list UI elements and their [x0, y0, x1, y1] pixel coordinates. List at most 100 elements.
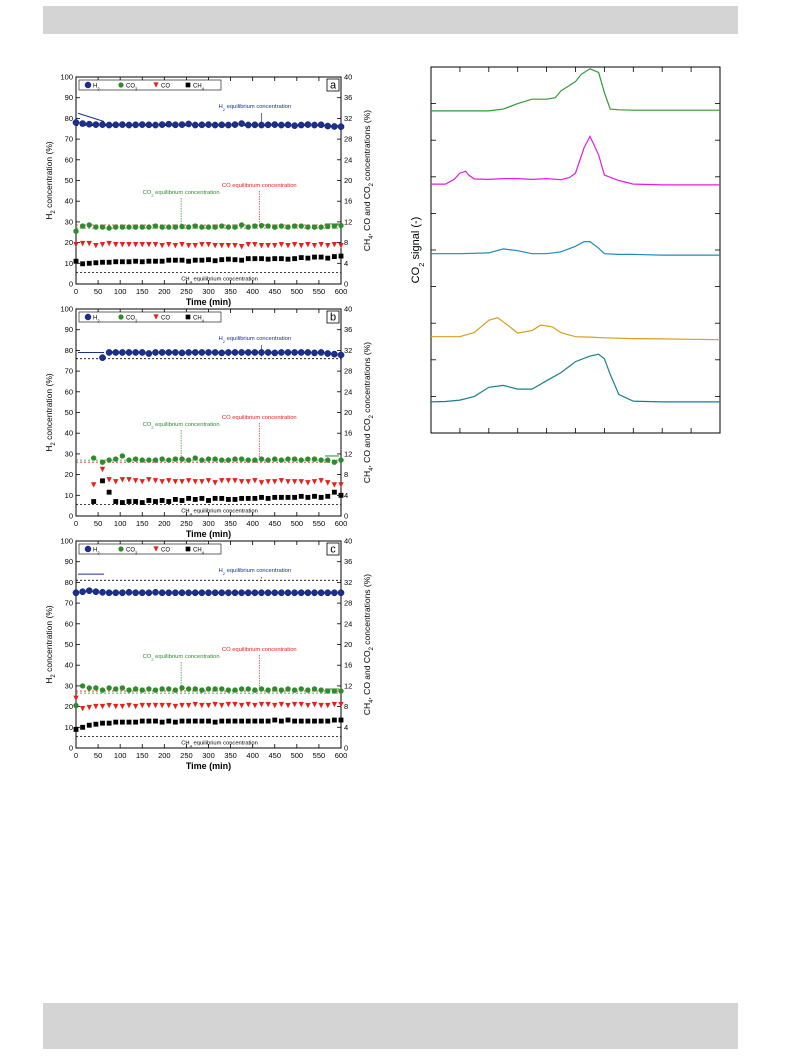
- legend-label-co2-part: CO: [126, 548, 135, 554]
- data-point-co: [219, 243, 225, 249]
- x-tick-label: 100: [114, 751, 127, 760]
- data-point-ch4: [192, 497, 198, 502]
- data-point-co: [159, 479, 165, 485]
- x-tick-label: 50: [94, 751, 102, 760]
- data-point-co: [252, 241, 258, 248]
- ch4-equilibrium-annotation: CH4 equilibrium concentration: [181, 277, 258, 285]
- data-point-co2: [113, 686, 119, 692]
- data-point-h2: [191, 349, 199, 356]
- data-point-co2: [285, 224, 291, 230]
- data-point-ch4: [312, 254, 317, 260]
- x-tick-label: 600: [335, 287, 348, 296]
- data-point-co2: [298, 686, 304, 692]
- legend-label-ch4: CH4: [193, 548, 205, 556]
- data-point-co2: [291, 456, 298, 462]
- data-point-h2: [291, 589, 298, 597]
- data-point-co2: [152, 687, 159, 693]
- data-point-co: [232, 243, 238, 249]
- data-point-ch4: [113, 719, 119, 725]
- data-point-h2: [205, 349, 212, 356]
- legend-label-ch4-part: 4: [202, 318, 205, 323]
- legend-marker-co2: [118, 82, 124, 88]
- y-tick-label-right: 12: [344, 681, 352, 690]
- data-point-co2: [225, 224, 232, 230]
- y-tick-label-right: 16: [344, 429, 352, 438]
- data-point-h2: [251, 349, 259, 356]
- y-tick-label-left: 0: [69, 512, 73, 521]
- data-point-ch4: [159, 258, 165, 264]
- data-point-ch4: [159, 498, 165, 503]
- data-point-ch4: [245, 495, 251, 501]
- y-axis-label-right-part: 2: [369, 415, 375, 418]
- data-point-co2: [225, 687, 232, 693]
- data-point-co2: [331, 459, 338, 465]
- data-point-ch4: [325, 255, 331, 261]
- data-point-co: [113, 241, 119, 248]
- data-point-h2: [178, 349, 186, 357]
- data-point-h2: [79, 120, 86, 127]
- data-point-co2: [338, 688, 344, 694]
- data-point-h2: [311, 349, 318, 357]
- data-point-ch4: [91, 499, 97, 504]
- y-tick-label-right: 12: [344, 217, 352, 226]
- data-point-h2: [218, 589, 226, 597]
- legend-label-h2-part: H: [93, 84, 97, 90]
- data-point-co: [73, 241, 79, 248]
- data-point-ch4: [278, 494, 284, 500]
- y-axis-label-part: 2: [417, 263, 426, 267]
- data-point-co2: [166, 457, 172, 463]
- legend-label-h2: H2: [93, 316, 100, 324]
- panel-label-box: [326, 78, 340, 92]
- data-point-ch4: [153, 718, 158, 724]
- data-point-h2: [132, 589, 139, 597]
- data-point-h2: [258, 589, 265, 597]
- data-point-ch4: [225, 718, 231, 724]
- ch4-equilibrium-annotation-part: 4: [190, 279, 193, 284]
- data-point-co: [245, 479, 251, 485]
- data-point-h2: [284, 121, 292, 129]
- h2-equilibrium-annotation-part: H: [219, 336, 223, 342]
- data-point-co: [225, 478, 232, 484]
- y-axis-label-right-part: CH: [362, 703, 372, 715]
- data-point-co2: [252, 457, 258, 463]
- y-tick-label-left: 40: [65, 429, 73, 438]
- y-tick-label-right: 20: [344, 408, 352, 417]
- data-point-h2: [218, 121, 226, 129]
- legend-label-co2: CO2: [126, 548, 138, 556]
- data-point-h2: [138, 589, 146, 597]
- signal-curve-5: [430, 353, 720, 403]
- data-point-ch4: [80, 724, 86, 730]
- data-point-ch4: [172, 497, 178, 502]
- data-point-ch4: [159, 719, 165, 725]
- data-point-h2: [92, 588, 100, 596]
- h2-equilibrium-annotation-part: 2: [223, 571, 226, 576]
- data-point-ch4: [285, 256, 291, 262]
- data-point-h2: [238, 120, 245, 127]
- data-point-ch4: [338, 492, 344, 498]
- y-axis-label-right-part: CH: [362, 239, 372, 251]
- data-point-h2: [278, 589, 285, 597]
- x-tick-label: 350: [224, 287, 237, 296]
- data-point-ch4: [219, 257, 225, 263]
- data-point-ch4: [119, 259, 125, 265]
- data-point-ch4: [126, 499, 132, 504]
- data-point-co: [139, 702, 145, 709]
- data-point-co: [298, 479, 304, 485]
- data-point-co: [331, 241, 338, 248]
- data-point-co2: [285, 686, 291, 692]
- y-tick-label-left: 10: [65, 723, 73, 732]
- data-point-h2: [119, 589, 126, 597]
- data-point-ch4: [212, 719, 218, 725]
- data-point-co2: [311, 686, 318, 692]
- data-point-h2: [165, 589, 173, 597]
- data-point-h2: [244, 349, 252, 356]
- data-point-ch4: [126, 719, 132, 725]
- legend-label-h2-part: 2: [97, 550, 100, 555]
- y-tick-label-left: 20: [65, 702, 73, 711]
- x-tick-label: 350: [224, 519, 237, 528]
- data-point-h2: [178, 589, 186, 597]
- data-point-co2: [205, 686, 212, 692]
- x-tick-label: 500: [291, 287, 304, 296]
- data-point-h2: [125, 121, 133, 129]
- y-tick-label-right: 20: [344, 176, 352, 185]
